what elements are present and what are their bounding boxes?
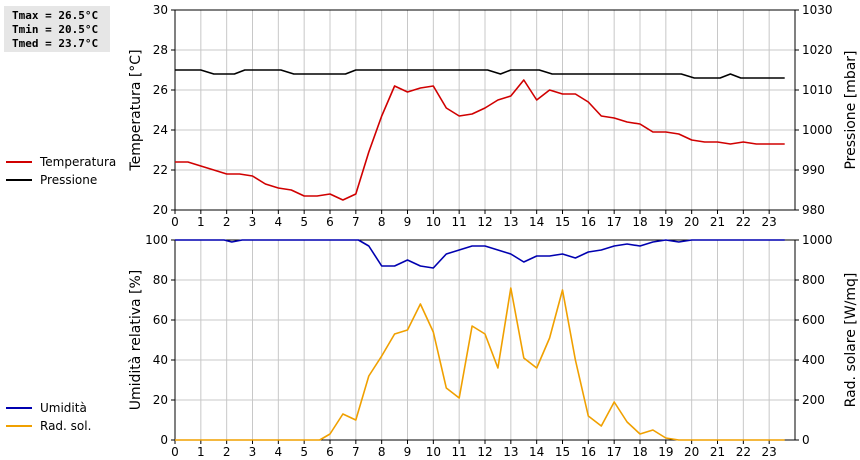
x-tick-label-bottom: 12 [477, 445, 492, 459]
x-tick-label-bottom: 6 [326, 445, 334, 459]
y-right-tick-label-top: 1000 [802, 123, 833, 137]
x-tick-label-bottom: 5 [300, 445, 308, 459]
x-tick-label-bottom: 20 [684, 445, 699, 459]
x-tick-label-bottom: 9 [404, 445, 412, 459]
legend-item-solar: Rad. sol. [6, 417, 91, 435]
legend-item-humidity: Umidità [6, 399, 91, 417]
y-right-tick-label-top: 1030 [802, 3, 833, 17]
series-line-pressione [175, 69, 785, 79]
x-tick-label-bottom: 22 [736, 445, 751, 459]
stat-tmin: Tmin = 20.5°C [12, 23, 99, 36]
y-left-tick-label-top: 30 [153, 3, 168, 17]
x-tick-label-top: 5 [300, 215, 308, 229]
x-tick-label-bottom: 14 [529, 445, 544, 459]
x-tick-label-top: 22 [736, 215, 751, 229]
y-right-tick-label-top: 1010 [802, 83, 833, 97]
x-tick-label-top: 18 [632, 215, 647, 229]
y-left-axis-label-bottom: Umidità relativa [%] [128, 270, 144, 411]
y-right-tick-label-bottom: 1000 [802, 233, 833, 247]
y-left-tick-label-bottom: 20 [153, 393, 168, 407]
legend-label-temperature: Temperatura [40, 155, 117, 169]
stat-tmed: Tmed = 23.7°C [12, 37, 99, 50]
y-right-tick-label-bottom: 600 [802, 313, 825, 327]
x-tick-label-bottom: 1 [197, 445, 205, 459]
x-tick-label-bottom: 3 [249, 445, 257, 459]
x-tick-label-top: 6 [326, 215, 334, 229]
x-tick-label-bottom: 10 [426, 445, 441, 459]
legend-swatch-temperature [6, 161, 32, 163]
x-tick-label-top: 1 [197, 215, 205, 229]
stat-tmax: Tmax = 26.5°C [12, 9, 99, 22]
y-right-tick-label-bottom: 800 [802, 273, 825, 287]
y-left-tick-label-bottom: 40 [153, 353, 168, 367]
x-tick-label-top: 11 [452, 215, 467, 229]
series-line-rad-sol- [175, 287, 785, 441]
x-tick-label-bottom: 15 [555, 445, 570, 459]
x-tick-label-bottom: 2 [223, 445, 231, 459]
x-tick-label-bottom: 19 [658, 445, 673, 459]
x-tick-label-top: 19 [658, 215, 673, 229]
legend-bottom: Umidità Rad. sol. [6, 399, 91, 435]
series-line-temperatura [175, 79, 785, 201]
x-tick-label-top: 12 [477, 215, 492, 229]
legend-item-temperature: Temperatura [6, 153, 116, 171]
stats-box: Tmax = 26.5°C Tmin = 20.5°C Tmed = 23.7°… [4, 6, 110, 52]
y-right-tick-label-bottom: 200 [802, 393, 825, 407]
x-tick-label-top: 4 [275, 215, 283, 229]
legend-swatch-humidity [6, 407, 32, 409]
legend-swatch-pressure [6, 179, 32, 181]
x-tick-label-bottom: 11 [452, 445, 467, 459]
y-left-tick-label-top: 20 [153, 203, 168, 217]
y-right-tick-label-top: 1020 [802, 43, 833, 57]
y-left-tick-label-top: 28 [153, 43, 168, 57]
y-left-tick-label-bottom: 80 [153, 273, 168, 287]
y-left-tick-label-top: 26 [153, 83, 168, 97]
x-tick-label-bottom: 8 [378, 445, 386, 459]
legend-swatch-solar [6, 425, 32, 427]
x-tick-label-top: 17 [607, 215, 622, 229]
x-tick-label-bottom: 16 [581, 445, 596, 459]
x-tick-label-bottom: 7 [352, 445, 360, 459]
series-line-umidit- [175, 239, 785, 269]
legend-label-pressure: Pressione [40, 173, 98, 187]
x-tick-label-top: 20 [684, 215, 699, 229]
legend-label-solar: Rad. sol. [40, 419, 92, 433]
x-tick-label-bottom: 17 [607, 445, 622, 459]
x-tick-label-top: 23 [762, 215, 777, 229]
x-tick-label-top: 21 [710, 215, 725, 229]
y-left-tick-label-top: 24 [153, 123, 168, 137]
y-left-tick-label-bottom: 100 [145, 233, 168, 247]
x-tick-label-bottom: 13 [503, 445, 518, 459]
y-right-tick-label-top: 980 [802, 203, 825, 217]
x-tick-label-top: 7 [352, 215, 360, 229]
y-left-axis-label-top: Temperatura [°C] [128, 49, 144, 171]
y-right-axis-label-top: Pressione [mbar] [843, 50, 859, 169]
x-tick-label-bottom: 21 [710, 445, 725, 459]
x-tick-label-top: 0 [171, 215, 179, 229]
x-tick-label-top: 3 [249, 215, 257, 229]
y-right-tick-label-top: 990 [802, 163, 825, 177]
x-tick-label-top: 10 [426, 215, 441, 229]
x-tick-label-bottom: 4 [275, 445, 283, 459]
x-tick-label-top: 14 [529, 215, 544, 229]
legend-label-humidity: Umidità [40, 401, 87, 415]
x-tick-label-top: 13 [503, 215, 518, 229]
y-right-tick-label-bottom: 0 [802, 433, 810, 447]
x-tick-label-top: 9 [404, 215, 412, 229]
x-tick-label-top: 2 [223, 215, 231, 229]
legend-top: Temperatura Pressione [6, 153, 116, 189]
x-tick-label-bottom: 18 [632, 445, 647, 459]
x-tick-label-top: 16 [581, 215, 596, 229]
y-right-tick-label-bottom: 400 [802, 353, 825, 367]
x-tick-label-bottom: 0 [171, 445, 179, 459]
y-right-axis-label-bottom: Rad. solare [W/mq] [843, 273, 859, 408]
y-left-tick-label-bottom: 0 [160, 433, 168, 447]
legend-item-pressure: Pressione [6, 171, 116, 189]
x-tick-label-bottom: 23 [762, 445, 777, 459]
x-tick-label-top: 8 [378, 215, 386, 229]
y-left-tick-label-bottom: 60 [153, 313, 168, 327]
x-tick-label-top: 15 [555, 215, 570, 229]
y-left-tick-label-top: 22 [153, 163, 168, 177]
